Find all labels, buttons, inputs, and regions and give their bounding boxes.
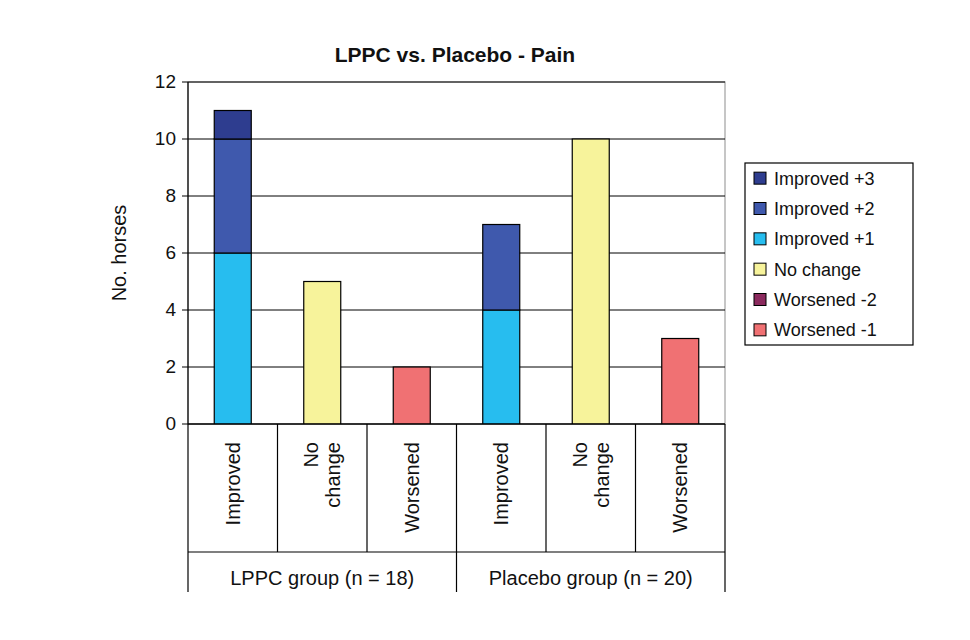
- bar-segment: [572, 139, 609, 140]
- legend-label: Worsened -1: [774, 320, 877, 340]
- bar-segment: [572, 139, 609, 424]
- category-label-line: Worsened: [401, 442, 423, 533]
- tick-mark: [182, 196, 188, 197]
- bar-segment: [214, 139, 251, 253]
- grid-line: [188, 367, 725, 368]
- group-label: Placebo group (n = 20): [489, 567, 693, 589]
- legend-label: Improved +1: [774, 229, 875, 249]
- bar-segment: [662, 339, 699, 425]
- category-divider: [456, 424, 457, 592]
- category-label: Improved: [222, 442, 244, 525]
- legend-label: No change: [774, 260, 861, 280]
- category-label: Nochange: [300, 442, 344, 508]
- category-label-line: Worsened: [669, 442, 691, 533]
- bar-segment: [393, 367, 430, 368]
- bar-segment: [214, 253, 251, 424]
- legend-swatch: [754, 203, 766, 215]
- category-label-line: No: [569, 442, 591, 468]
- legend-swatch: [754, 263, 766, 275]
- grid-line: [188, 253, 725, 254]
- category-divider: [724, 424, 725, 592]
- category-divider: [366, 424, 367, 552]
- bar-segment: [483, 224, 520, 225]
- bar-segment: [393, 367, 430, 368]
- tick-mark: [182, 310, 188, 311]
- tick-label: 8: [165, 185, 176, 206]
- grid-line: [188, 310, 725, 311]
- bar-segment: [393, 367, 430, 368]
- y-axis-line: [187, 82, 188, 424]
- bar-segment: [393, 367, 430, 368]
- grid-line: [188, 82, 725, 83]
- grid-line: [188, 139, 725, 140]
- bar-segment: [304, 281, 341, 282]
- bar-segment: [572, 139, 609, 140]
- legend-box: [745, 163, 913, 345]
- legend-label: Improved +2: [774, 199, 875, 219]
- bar-segment: [393, 367, 430, 368]
- legend-swatch: [754, 172, 766, 184]
- category-label-line: Improved: [222, 442, 244, 525]
- tick-mark: [182, 424, 188, 425]
- tick-mark: [182, 139, 188, 140]
- bar-segment: [483, 225, 520, 311]
- bar-segment: [662, 338, 699, 339]
- category-divider: [545, 424, 546, 552]
- plot-frame: [188, 82, 725, 424]
- category-label: Nochange: [569, 442, 613, 508]
- category-label: Worsened: [401, 442, 423, 533]
- tick-label: 10: [155, 128, 176, 149]
- tick-mark: [182, 367, 188, 368]
- tick-label: 12: [155, 71, 176, 92]
- tick-label: 0: [165, 413, 176, 434]
- bars: [214, 111, 699, 425]
- bar-segment: [304, 282, 341, 425]
- grid-line: [188, 196, 725, 197]
- category-label: Improved: [490, 442, 512, 525]
- category-divider: [277, 424, 278, 552]
- category-divider: [187, 424, 188, 592]
- tick-label: 4: [165, 299, 176, 320]
- tick-label: 6: [165, 242, 176, 263]
- legend-label: Improved +3: [774, 169, 875, 189]
- category-label-line: No: [300, 442, 322, 468]
- y-axis-label: No. horses: [108, 205, 130, 302]
- bar-segment: [214, 111, 251, 140]
- tick-mark: [182, 82, 188, 83]
- legend-swatch: [754, 233, 766, 245]
- bar-segment: [662, 338, 699, 339]
- bar-segment: [483, 310, 520, 424]
- bar-segment: [304, 281, 341, 282]
- category-divider: [635, 424, 636, 552]
- bar-segment: [393, 367, 430, 424]
- bar-segment: [662, 338, 699, 339]
- category-label-line: Improved: [490, 442, 512, 525]
- category-label: Worsened: [669, 442, 691, 533]
- group-label: LPPC group (n = 18): [230, 567, 414, 589]
- tick-label: 2: [165, 356, 176, 377]
- tick-mark: [182, 253, 188, 254]
- legend-swatch: [754, 324, 766, 336]
- bar-segment: [304, 281, 341, 282]
- bar-segment: [572, 139, 609, 140]
- category-label-line: change: [591, 442, 613, 508]
- category-label-line: change: [322, 442, 344, 508]
- chart: LPPC vs. Placebo - Pain No. horses 0 2 4 6 8 10…: [0, 0, 970, 640]
- bar-segment: [662, 338, 699, 339]
- bar-segment: [662, 338, 699, 339]
- legend-label: Worsened -2: [774, 290, 877, 310]
- legend-swatch: [754, 294, 766, 306]
- group-divider: [188, 551, 725, 552]
- title: LPPC vs. Placebo - Pain: [335, 43, 575, 66]
